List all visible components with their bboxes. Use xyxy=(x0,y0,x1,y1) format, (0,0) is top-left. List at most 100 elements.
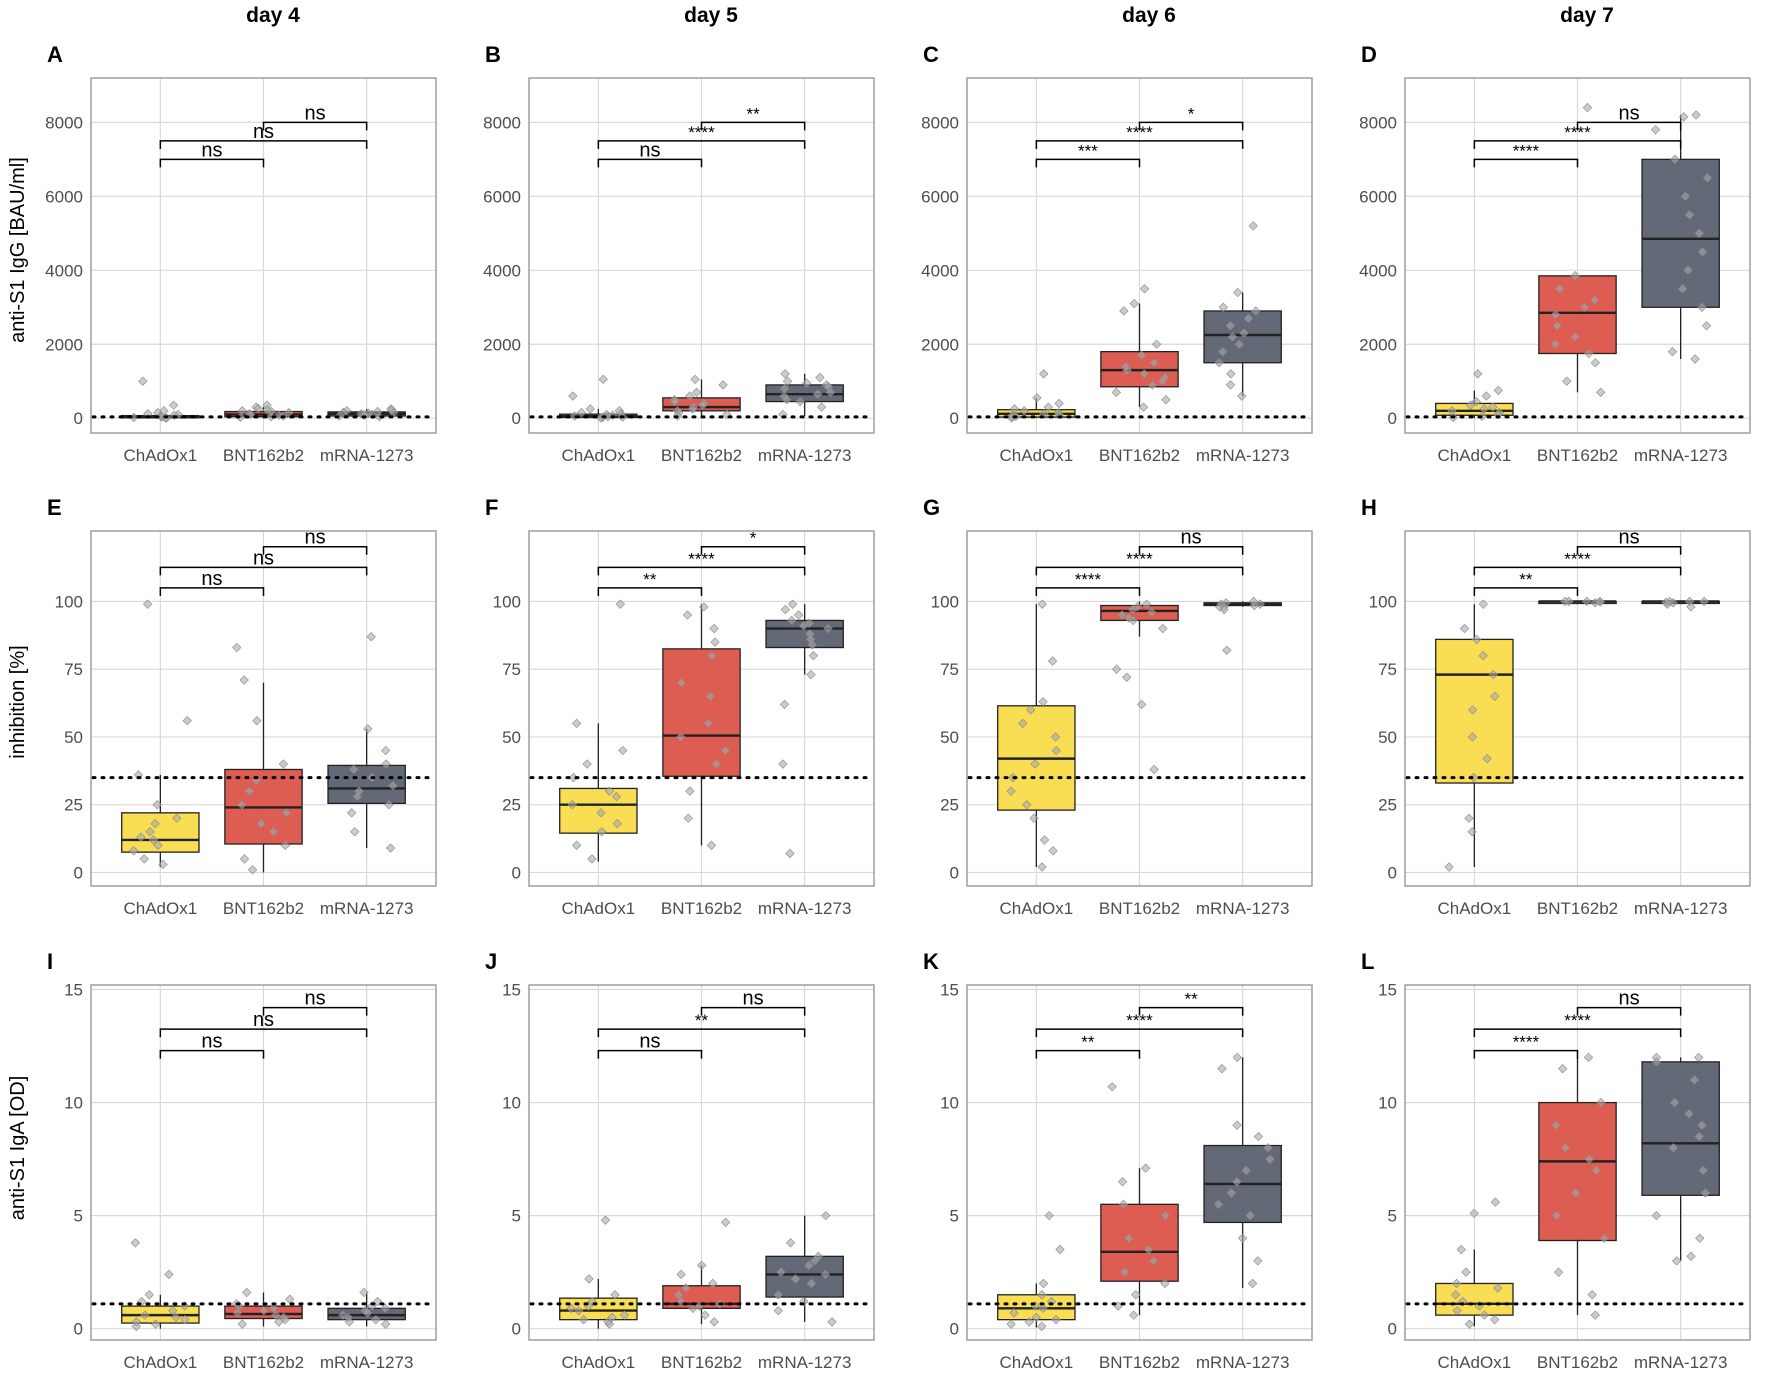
y-tick-label: 25 xyxy=(940,796,959,815)
data-point xyxy=(820,1269,831,1280)
data-point xyxy=(1044,1210,1054,1221)
row-y-axis-titles: anti-S1 IgG [BAU/ml] inhibition [%] anti… xyxy=(7,157,29,1220)
data-point xyxy=(1690,354,1700,364)
data-point xyxy=(1218,302,1228,312)
panel-letter: D xyxy=(1361,42,1377,67)
significance-label: ns xyxy=(1619,988,1640,1010)
data-point xyxy=(574,1305,584,1316)
y-tick-label: 5 xyxy=(512,1207,521,1226)
data-point xyxy=(1232,1052,1242,1063)
data-point xyxy=(1695,1233,1705,1243)
x-tick-label: mRNA-1273 xyxy=(320,899,414,918)
data-point xyxy=(1161,395,1171,405)
x-tick-label: BNT162b2 xyxy=(223,899,304,918)
significance-label: ** xyxy=(746,104,760,123)
data-point xyxy=(1006,786,1016,796)
data-point xyxy=(1118,1199,1129,1209)
data-point xyxy=(1227,332,1238,342)
panel-letter: C xyxy=(923,42,939,67)
data-point xyxy=(1117,1177,1128,1187)
y-tick-label: 10 xyxy=(64,1094,83,1113)
data-point xyxy=(1686,602,1696,612)
box-BNT162b2 xyxy=(1538,275,1617,355)
data-point xyxy=(352,791,363,802)
data-point xyxy=(1691,110,1701,120)
data-point xyxy=(598,374,608,385)
data-point xyxy=(1560,1143,1571,1153)
data-point xyxy=(1039,369,1049,379)
data-point xyxy=(1129,298,1139,309)
data-point xyxy=(359,1287,369,1298)
significance-bracket xyxy=(1576,1006,1682,1016)
data-point xyxy=(793,610,804,620)
data-point xyxy=(1225,321,1236,331)
y-tick-label: 0 xyxy=(1388,1320,1397,1339)
data-point xyxy=(1580,302,1590,312)
data-point xyxy=(380,1319,391,1329)
significance-label: ns xyxy=(1181,527,1202,549)
significance-label: ** xyxy=(1081,1033,1095,1052)
data-point xyxy=(1700,1188,1711,1198)
data-point xyxy=(1253,1256,1263,1266)
significance-label: * xyxy=(750,529,757,548)
data-point xyxy=(1018,718,1028,729)
y-tick-label: 0 xyxy=(950,1320,959,1339)
data-point xyxy=(1055,1244,1065,1255)
significance-bracket xyxy=(597,566,806,576)
data-point xyxy=(690,374,700,385)
data-point xyxy=(788,599,798,609)
data-point xyxy=(1553,1267,1564,1277)
data-point xyxy=(685,391,695,401)
data-point xyxy=(150,819,160,829)
x-tick-label: BNT162b2 xyxy=(661,446,742,465)
data-point xyxy=(1701,321,1712,331)
data-point xyxy=(618,745,628,756)
significance-bracket xyxy=(159,587,265,596)
data-point xyxy=(1025,705,1036,715)
y-tick-label: 75 xyxy=(940,660,959,679)
data-point xyxy=(571,718,582,729)
data-point xyxy=(776,1267,786,1277)
data-point xyxy=(1037,862,1047,872)
panel-letter: J xyxy=(485,949,497,974)
data-point xyxy=(131,1321,141,1332)
data-point xyxy=(807,640,818,650)
panel-frame xyxy=(966,77,1313,434)
data-point xyxy=(150,1319,161,1329)
data-point xyxy=(158,859,168,869)
data-point xyxy=(252,716,262,726)
y-tick-label: 6000 xyxy=(45,187,83,206)
data-point xyxy=(232,1308,243,1318)
significance-label: **** xyxy=(1564,123,1591,142)
significance-bracket xyxy=(1035,566,1244,576)
y-tick-label: 0 xyxy=(74,863,83,882)
data-point xyxy=(597,827,607,837)
data-point xyxy=(1490,1314,1500,1325)
data-point xyxy=(1237,391,1247,401)
data-point xyxy=(576,407,587,418)
data-point xyxy=(1232,287,1243,298)
panel-l: L 0 5 10 15 **** **** ns ChAdOx1 BNT162b2 mRNA-127… xyxy=(1361,949,1751,1372)
significance-label: ns xyxy=(639,139,660,161)
data-point xyxy=(1560,596,1570,607)
data-point xyxy=(1590,1310,1600,1320)
significance-label: ** xyxy=(1184,990,1198,1009)
data-point xyxy=(247,865,258,875)
significance-label: ** xyxy=(695,1011,709,1030)
data-point xyxy=(610,1290,620,1300)
data-point xyxy=(381,745,391,756)
data-point xyxy=(1140,1163,1151,1173)
data-point xyxy=(1051,745,1061,756)
data-point xyxy=(1478,599,1488,609)
data-point xyxy=(676,732,686,742)
panel-frame xyxy=(90,77,437,434)
x-tick-label: mRNA-1273 xyxy=(758,446,852,465)
significance-bracket xyxy=(597,1049,703,1059)
significance-label: ns xyxy=(743,988,764,1010)
data-point xyxy=(1248,221,1258,231)
data-point xyxy=(585,404,596,414)
data-point xyxy=(363,724,373,734)
significance-bracket xyxy=(159,140,368,149)
x-tick-label: ChAdOx1 xyxy=(561,1353,635,1372)
data-point xyxy=(596,808,606,818)
